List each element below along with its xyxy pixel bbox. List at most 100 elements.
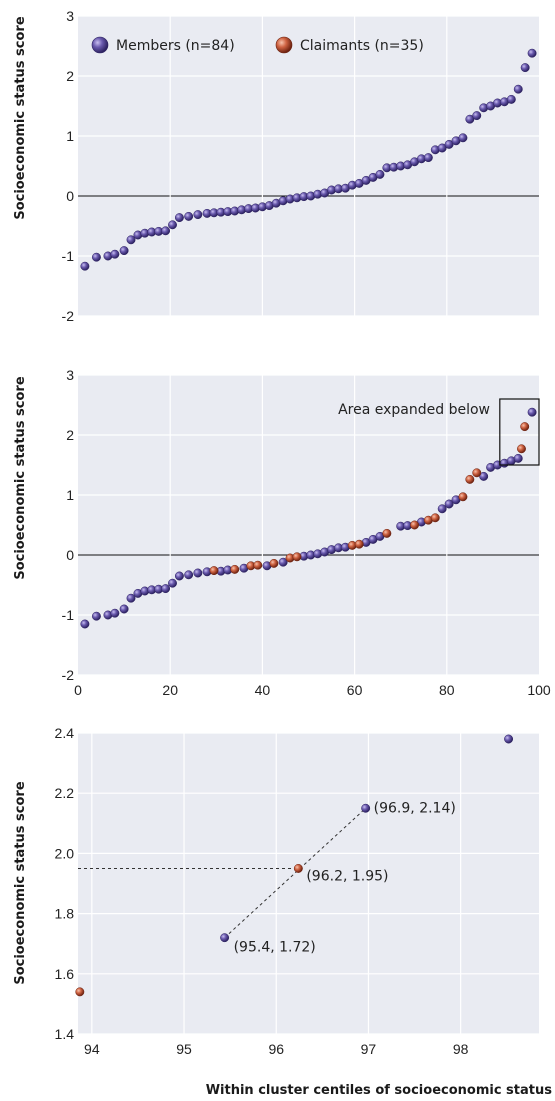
y-tick-label: 1.4	[55, 1026, 75, 1042]
y-tick-label: 1.8	[55, 906, 75, 922]
legend: Members (n=84) Claimants (n=35)	[91, 36, 424, 54]
member-point	[444, 139, 454, 149]
claimant-point	[253, 560, 263, 570]
claimant-point	[354, 539, 364, 549]
y-tick-label: 2.2	[55, 785, 75, 801]
x-tick-label: 20	[162, 682, 178, 698]
member-point	[91, 611, 101, 621]
y-tick-label: 3	[66, 367, 74, 383]
member-point	[504, 734, 514, 744]
member-point	[119, 246, 129, 256]
legend-member-label: Members (n=84)	[116, 38, 235, 54]
claimant-point	[430, 513, 440, 523]
member-point	[375, 169, 385, 179]
legend-claimant-label: Claimants (n=35)	[300, 38, 424, 54]
claimant-point	[465, 474, 475, 484]
y-tick-label: 3	[66, 8, 74, 24]
member-point	[168, 578, 177, 588]
x-tick-label: 95	[176, 1041, 192, 1057]
y-tick-label: 0	[66, 547, 74, 563]
member-point	[174, 571, 184, 581]
member-point	[119, 604, 129, 614]
claimant-point	[517, 444, 526, 454]
claimant-point	[520, 422, 530, 432]
member-point	[174, 213, 184, 223]
member-point	[361, 803, 371, 813]
claimant-point	[472, 468, 482, 478]
claimant-point	[293, 864, 303, 873]
y-tick-label: -2	[62, 667, 75, 683]
x-tick-label: 98	[453, 1041, 469, 1057]
claimant-point	[75, 987, 85, 997]
y-tick-label: 2	[66, 427, 74, 443]
bottom-y-axis-label: Socioeconomic status score	[13, 781, 28, 985]
member-point	[513, 453, 523, 463]
x-tick-label: 100	[527, 682, 551, 698]
y-tick-label: -2	[62, 308, 75, 324]
y-tick-label: 1	[66, 487, 74, 503]
member-point	[110, 249, 120, 259]
member-point	[513, 84, 523, 94]
x-tick-label: 94	[84, 1041, 100, 1057]
top-plot-area	[78, 16, 539, 316]
member-point	[80, 261, 90, 271]
claimant-point	[382, 528, 392, 538]
member-point	[184, 570, 194, 580]
claimant-point	[410, 520, 419, 530]
x-tick-label: 40	[255, 682, 271, 698]
member-point	[91, 252, 101, 262]
member-point	[168, 220, 177, 230]
connector-line	[224, 807, 367, 939]
y-tick-label: -1	[62, 248, 75, 264]
x-tick-label: 97	[361, 1041, 377, 1057]
y-tick-label: 1	[66, 128, 74, 144]
member-point	[278, 557, 288, 567]
member-point	[220, 933, 230, 943]
claimant-point	[209, 566, 219, 576]
legend-claimant-marker	[275, 36, 293, 54]
middle-y-axis-label: Socioeconomic status score	[13, 376, 28, 580]
y-tick-label: 2.4	[55, 725, 75, 741]
member-point	[527, 407, 537, 417]
y-tick-label: -1	[62, 607, 75, 623]
member-point	[161, 584, 171, 594]
top-panel: 3 2 1 0 -1 -2 Socioeconomic status score Memb…	[13, 8, 539, 324]
bottom-panel: 2.4 2.2 2.0 1.8 1.6 1.4 94 95 96 97 98 (95.4, 1.7…	[13, 725, 552, 1098]
member-point	[465, 114, 475, 124]
member-point	[520, 63, 530, 73]
y-tick-label: 2.0	[55, 845, 75, 861]
middle-plot-area	[78, 375, 539, 675]
bottom-plot-area	[78, 733, 539, 1034]
member-point	[472, 111, 482, 121]
point-label: (96.2, 1.95)	[306, 868, 388, 884]
point-label: (96.9, 2.14)	[374, 800, 456, 816]
member-point	[437, 143, 447, 153]
member-point	[193, 210, 203, 220]
expanded-area-box	[499, 398, 540, 466]
top-y-axis-label: Socioeconomic status score	[13, 16, 28, 220]
expanded-area-annotation: Area expanded below	[338, 402, 490, 418]
member-point	[527, 48, 537, 58]
claimant-point	[269, 558, 279, 568]
member-point	[444, 499, 454, 509]
member-point	[80, 619, 90, 629]
member-point	[506, 94, 516, 104]
member-point	[193, 568, 203, 578]
member-point	[110, 608, 120, 618]
member-point	[458, 133, 468, 143]
member-point	[126, 235, 136, 245]
middle-panel: 3 2 1 0 -1 -2 0 20 40 60 80 100 Area expanded belo…	[13, 367, 551, 698]
member-point	[184, 211, 194, 221]
x-tick-label: 60	[347, 682, 363, 698]
claimant-point	[230, 564, 240, 574]
claimant-point	[458, 492, 468, 502]
claimant-point	[292, 552, 302, 562]
member-point	[479, 471, 489, 481]
y-tick-label: 1.6	[55, 966, 75, 982]
x-tick-label: 80	[439, 682, 455, 698]
x-tick-label: 0	[74, 682, 82, 698]
point-label: (95.4, 1.72)	[234, 940, 316, 956]
y-tick-label: 2	[66, 68, 74, 84]
x-axis-label: Within cluster centiles of socioeconomic…	[206, 1083, 553, 1098]
